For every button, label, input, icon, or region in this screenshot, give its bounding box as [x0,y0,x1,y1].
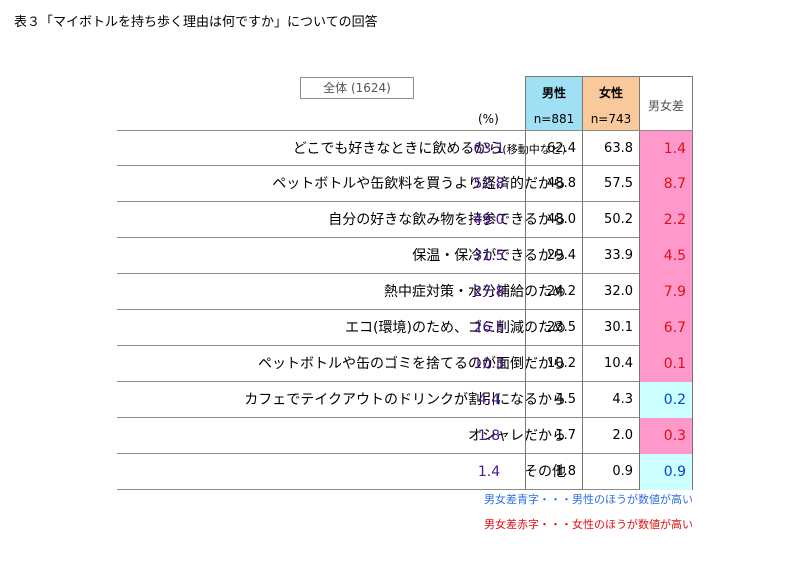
total-value: 1.4 [477,464,501,480]
male-value: 48.0 [525,202,582,238]
female-value: 10.4 [582,346,639,382]
male-value: 23.5 [525,310,582,346]
female-value: 0.9 [582,454,639,490]
row-label-text: エコ(環境)のため、ゴミ削減のため [345,320,566,336]
diff-value: 2.2 [639,202,693,238]
total-value: 10.3 [473,356,505,372]
diff-header: 男女差 [639,76,693,130]
row-label: ペットボトルや缶のゴミを捨てるのが面倒だから [258,346,566,382]
female-value: 33.9 [582,238,639,274]
row-label: オシャレだから [468,418,566,454]
male-value: 4.5 [525,382,582,418]
male-value: 1.8 [525,454,582,490]
total-value: 27.8 [473,284,505,300]
male-value: 48.8 [525,166,582,202]
female-sample-size: n=743 [590,112,632,126]
table-row: ペットボトルや缶のゴミを捨てるのが面倒だから 10.3 10.2 10.4 0.… [117,346,693,382]
table-row: ペットボトルや缶飲料を買うより経済的だから 52.8 48.8 57.5 8.7 [117,166,693,202]
unit-label: (%) [478,112,499,126]
female-header-label: 女性 [598,86,623,100]
diff-header-label: 男女差 [647,99,684,113]
table-row: エコ(環境)のため、ゴミ削減のため 26.5 23.5 30.1 6.7 [117,310,693,346]
row-label-text: どこでも好きなときに飲めるから [292,141,503,157]
total-value: 63.1 [473,141,505,157]
male-value: 10.2 [525,346,582,382]
row-label: 保温・保冷ができるから [412,238,566,274]
female-value: 63.8 [582,131,639,167]
total-value: 31.5 [473,248,505,264]
diff-value: 7.9 [639,274,693,310]
female-value: 4.3 [582,382,639,418]
diff-value: 0.3 [639,418,693,454]
diff-value: 1.4 [639,131,693,167]
row-label-text: ペットボトルや缶のゴミを捨てるのが面倒だから [258,356,566,372]
row-label-text: 熱中症対策・水分補給のため [384,284,566,300]
row-label-note: (移動中など) [502,143,566,156]
female-value: 32.0 [582,274,639,310]
row-label-text: 保温・保冷ができるから [412,248,566,264]
row-label: カフェでテイクアウトのドリンクが割引になるから [244,382,566,418]
total-value: 1.8 [477,428,501,444]
legend-note-red: 男女差赤字・・・女性のほうが数値が高い [484,518,693,531]
row-label: どこでも好きなときに飲めるから(移動中など) [293,131,566,167]
table-row: 自分の好きな飲み物を持参できるから 49.0 48.0 50.2 2.2 [117,202,693,238]
female-value: 57.5 [582,166,639,202]
total-value: 52.8 [473,176,505,192]
row-label: 自分の好きな飲み物を持参できるから [328,202,566,238]
total-value: 49.0 [473,212,505,228]
male-header-label: 男性 [541,86,566,100]
total-value: 26.5 [473,320,505,336]
female-header: 女性 n=743 [582,76,639,130]
male-sample-size: n=881 [533,112,575,126]
female-value: 30.1 [582,310,639,346]
table-title: 表３「マイボトルを持ち歩く理由は何ですか」についての回答 [14,15,378,30]
male-value: 1.7 [525,418,582,454]
row-label-text: オシャレだから [468,428,566,444]
diff-value: 8.7 [639,166,693,202]
female-value: 2.0 [582,418,639,454]
total-header-box: 全体 (1624) [300,77,414,99]
total-value: 4.4 [477,392,501,408]
diff-value: 0.1 [639,346,693,382]
table-row: どこでも好きなときに飲めるから(移動中など) 63.1 62.4 63.8 1.… [117,130,693,167]
row-label-text: ペットボトルや缶飲料を買うより経済的だから [272,176,566,192]
table-row: その他 1.4 1.8 0.9 0.9 [117,454,693,490]
female-value: 50.2 [582,202,639,238]
row-label: 熱中症対策・水分補給のため [384,274,566,310]
male-value: 62.4 [525,131,582,167]
diff-value: 6.7 [639,310,693,346]
row-label-text: カフェでテイクアウトのドリンクが割引になるから [244,392,566,408]
male-value: 24.2 [525,274,582,310]
diff-value: 4.5 [639,238,693,274]
male-value: 29.4 [525,238,582,274]
legend-note-blue: 男女差青字・・・男性のほうが数値が高い [484,493,693,506]
results-table: どこでも好きなときに飲めるから(移動中など) 63.1 62.4 63.8 1.… [117,130,693,490]
table-row: オシャレだから 1.8 1.7 2.0 0.3 [117,418,693,454]
diff-value: 0.2 [639,382,693,418]
diff-value: 0.9 [639,454,693,490]
male-header: 男性 n=881 [525,76,582,130]
table-row: 熱中症対策・水分補給のため 27.8 24.2 32.0 7.9 [117,274,693,310]
table-row: カフェでテイクアウトのドリンクが割引になるから 4.4 4.5 4.3 0.2 [117,382,693,418]
row-label: その他 [524,454,566,490]
table-row: 保温・保冷ができるから 31.5 29.4 33.9 4.5 [117,238,693,274]
row-label: エコ(環境)のため、ゴミ削減のため [345,310,566,346]
row-label-text: 自分の好きな飲み物を持参できるから [328,212,566,228]
row-label: ペットボトルや缶飲料を買うより経済的だから [272,166,566,202]
row-label-text: その他 [524,464,566,480]
